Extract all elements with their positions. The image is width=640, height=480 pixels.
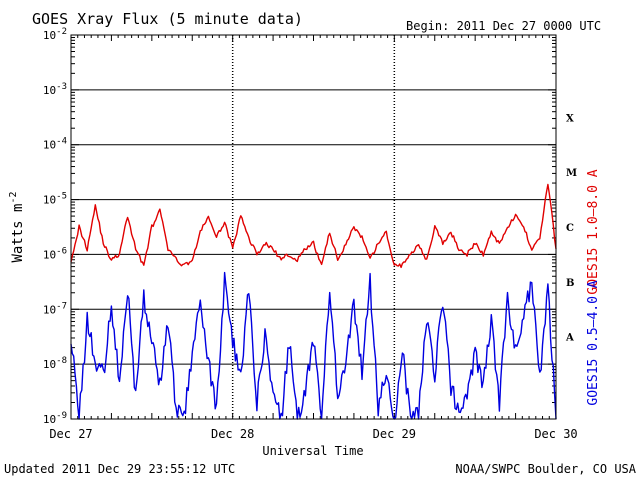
x-tick-labels: Dec 27 Dec 28 Dec 29 Dec 30 (49, 427, 577, 441)
flare-class-label: X (566, 113, 574, 124)
y-tick-label: 10-2 (43, 27, 67, 42)
series-line-short (70, 271, 557, 420)
series-line-long (70, 183, 557, 269)
begin-label: Begin: 2011 Dec 27 0000 UTC (406, 19, 601, 33)
flare-class-label: B (566, 278, 574, 289)
legend-short-label: GOES15 0.5–4.0 A (586, 280, 601, 405)
y-tick-label: 10-7 (43, 301, 67, 316)
x-tick-label: Dec 29 (373, 427, 416, 441)
y-axis-label-base: Watts m (10, 204, 26, 263)
x-axis-label: Universal Time (262, 444, 363, 458)
flare-class-label: A (565, 333, 574, 344)
day-separators (231, 35, 396, 419)
legend-long-label: GOES15 1.0–8.0 A (586, 169, 601, 294)
x-tick-label: Dec 28 (211, 427, 254, 441)
y-tick-label: 10-8 (43, 356, 67, 371)
y-tick-label: 10-6 (43, 246, 67, 261)
flare-class-label: M (566, 168, 577, 179)
y-tick-label: 10-5 (43, 192, 67, 207)
legend-long-channel: GOES15 1.0–8.0 A (586, 169, 601, 294)
flare-class-label: C (566, 223, 574, 234)
credit-line: NOAA/SWPC Boulder, CO USA (455, 462, 636, 476)
x-tick-label: Dec 30 (534, 427, 577, 441)
chart-title: GOES Xray Flux (5 minute data) (32, 10, 303, 28)
y-tick-label: 10-9 (43, 411, 67, 426)
plot-frame (70, 34, 557, 420)
horizontal-gridlines (71, 89, 556, 365)
y-axis-label-exp: -2 (8, 191, 19, 203)
x-tick-label: Dec 27 (49, 427, 92, 441)
updated-timestamp: Updated 2011 Dec 29 23:55:12 UTC (4, 462, 235, 476)
series-layer (70, 183, 557, 420)
flare-class-labels: A B C M X (565, 113, 577, 343)
y-tick-label: 10-4 (43, 137, 67, 152)
y-axis-label: Watts m-2 (8, 191, 26, 262)
y-tick-labels: 10-9 10-8 10-7 10-6 10-5 10-4 10-3 10-2 (43, 27, 67, 426)
svg-text:Watts m-2: Watts m-2 (8, 191, 26, 262)
legend-short-channel: GOES15 0.5–4.0 A (586, 280, 601, 405)
y-tick-label: 10-3 (43, 82, 67, 97)
